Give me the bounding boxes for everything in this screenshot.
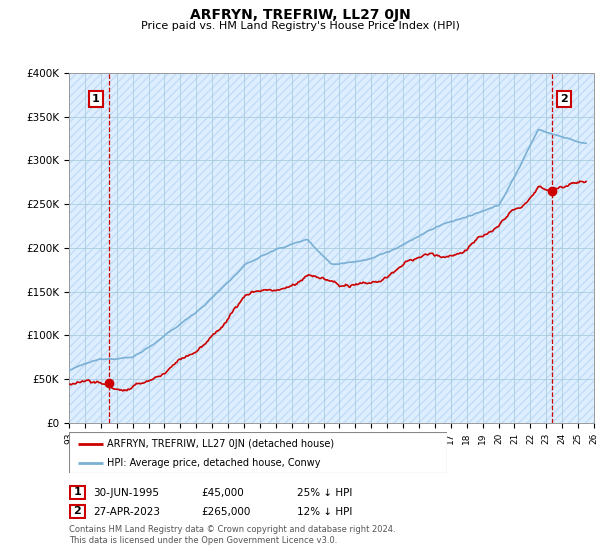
Text: 2: 2 (560, 94, 568, 104)
Text: 12% ↓ HPI: 12% ↓ HPI (297, 507, 352, 517)
Bar (70, 505, 85, 518)
Text: 1: 1 (74, 487, 81, 497)
Text: 27-APR-2023: 27-APR-2023 (93, 507, 160, 517)
Text: £265,000: £265,000 (201, 507, 250, 517)
Bar (69, 73, 594, 423)
Text: 25% ↓ HPI: 25% ↓ HPI (297, 488, 352, 498)
Bar (70, 486, 85, 499)
Text: 2: 2 (74, 506, 81, 516)
Text: 30-JUN-1995: 30-JUN-1995 (93, 488, 159, 498)
Text: £45,000: £45,000 (201, 488, 244, 498)
Text: Price paid vs. HM Land Registry's House Price Index (HPI): Price paid vs. HM Land Registry's House … (140, 21, 460, 31)
Text: ARFRYN, TREFRIW, LL27 0JN (detached house): ARFRYN, TREFRIW, LL27 0JN (detached hous… (107, 439, 334, 449)
Text: Contains HM Land Registry data © Crown copyright and database right 2024.
This d: Contains HM Land Registry data © Crown c… (69, 525, 395, 545)
Text: ARFRYN, TREFRIW, LL27 0JN: ARFRYN, TREFRIW, LL27 0JN (190, 8, 410, 22)
Text: 1: 1 (92, 94, 100, 104)
Text: HPI: Average price, detached house, Conwy: HPI: Average price, detached house, Conw… (107, 458, 320, 468)
